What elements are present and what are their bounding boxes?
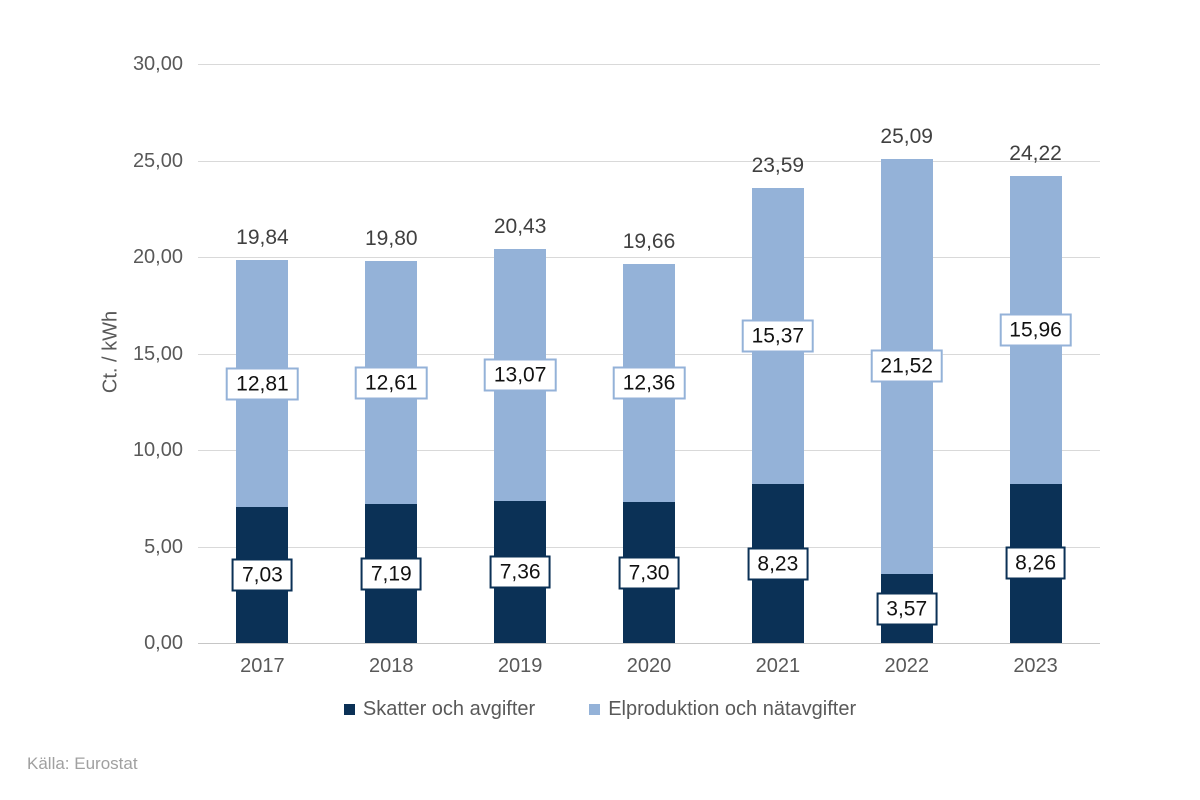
legend-label: Skatter och avgifter	[362, 698, 536, 720]
legend-label: Elproduktion och nätavgifter	[608, 698, 857, 720]
x-tick-label: 2017	[240, 655, 285, 677]
y-tick-label: 20,00	[132, 246, 183, 268]
x-axis-line	[198, 643, 1100, 644]
segment-value-label: 15,96	[999, 313, 1072, 347]
source-note: Källa: Eurostat	[27, 754, 138, 773]
segment-value-label: 12,61	[355, 366, 428, 400]
legend-item-elproduktion: Elproduktion och nätavgifter	[589, 698, 856, 721]
x-tick-label: 2023	[1013, 655, 1058, 677]
segment-value-label: 13,07	[483, 358, 557, 392]
gridline	[198, 64, 1100, 65]
segment-value-label: 21,52	[870, 349, 943, 383]
total-label: 19,84	[236, 226, 289, 250]
total-label: 23,59	[751, 153, 805, 177]
y-tick-label: 5,00	[144, 535, 183, 558]
total-label: 19,80	[365, 226, 418, 250]
x-tick-label: 2020	[626, 655, 672, 677]
segment-value-label: 8,23	[747, 547, 809, 581]
y-tick-label: 0,00	[144, 632, 183, 654]
total-label: 19,66	[622, 229, 676, 253]
segment-value-label: 7,30	[618, 556, 680, 590]
segment-value-label: 3,57	[876, 592, 938, 626]
x-tick-label: 2019	[497, 655, 543, 677]
y-tick-label: 10,00	[132, 439, 183, 461]
x-tick-label: 2018	[369, 655, 414, 677]
segment-value-label: 12,81	[226, 367, 299, 401]
legend-item-skatter: Skatter och avgifter	[343, 698, 536, 721]
segment-value-label: 12,36	[612, 366, 686, 400]
gridline	[198, 257, 1100, 258]
segment-value-label: 8,26	[1005, 546, 1066, 580]
legend-swatch-icon	[343, 704, 355, 715]
segment-value-label: 15,37	[741, 319, 815, 353]
gridline	[198, 160, 1100, 162]
x-tick-label: 2022	[884, 655, 929, 677]
total-label: 20,43	[493, 214, 547, 238]
y-tick-label: 30,00	[132, 53, 183, 75]
segment-value-label: 7,19	[360, 557, 422, 591]
y-tick-label: 25,00	[132, 149, 183, 172]
x-tick-label: 2021	[755, 655, 801, 677]
legend-swatch-icon	[589, 704, 601, 715]
total-label: 25,09	[880, 124, 933, 148]
y-tick-label: 15,00	[132, 342, 183, 365]
total-label: 24,22	[1009, 141, 1062, 165]
segment-value-label: 7,36	[489, 555, 551, 589]
segment-value-label: 7,03	[231, 558, 293, 592]
legend: Skatter och avgifter Elproduktion och nät…	[0, 698, 1200, 721]
